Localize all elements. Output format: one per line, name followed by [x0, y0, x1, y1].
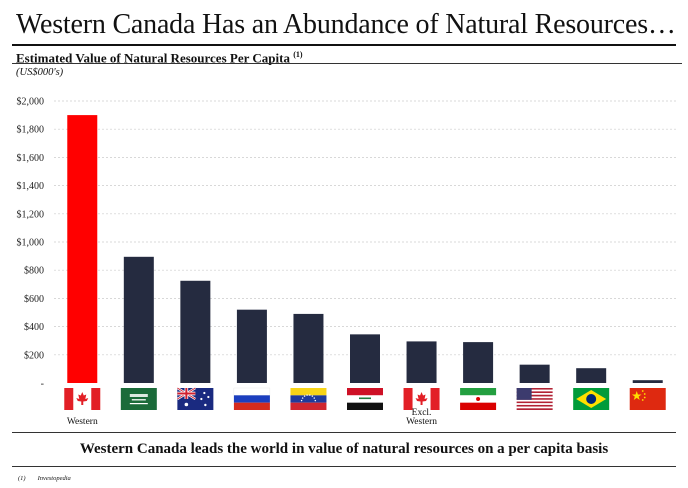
y-tick-label: $600: [24, 294, 44, 305]
y-tick-label: $800: [24, 266, 44, 277]
china-flag-icon: [629, 388, 666, 410]
russia-flag-icon: [233, 387, 271, 410]
y-tick-label: $200: [24, 350, 44, 361]
category-label: Western: [406, 417, 437, 427]
category-label: Excl.: [412, 408, 432, 418]
australia-flag-icon: [176, 386, 214, 410]
chart-subtitle: Estimated Value of Natural Resources Per…: [16, 47, 303, 66]
bar: [350, 334, 380, 383]
footnote-marker: (1): [18, 475, 26, 482]
iraq-flag-icon: [347, 388, 383, 410]
caption-bottom-rule: [12, 466, 676, 467]
chart-caption: Western Canada leads the world in value …: [79, 441, 609, 457]
bar: [463, 342, 494, 383]
bar: [576, 368, 607, 383]
y-tick-label: $400: [24, 322, 44, 333]
bar: [236, 309, 267, 383]
subtitle-rule: [12, 63, 682, 64]
united-states-flag-icon: [516, 388, 553, 410]
y-tick-label: $1,400: [17, 181, 45, 192]
y-tick-label: $1,600: [17, 153, 45, 164]
caption-top-rule: [12, 432, 676, 433]
title-rule: [12, 44, 676, 46]
brazil-flag-icon: [573, 388, 610, 410]
bar: [406, 341, 437, 383]
subtitle-footnote-marker: (1): [293, 50, 303, 59]
bar: [180, 280, 211, 383]
y-tick-label: $1,200: [17, 209, 45, 220]
venezuela-flag-icon: [290, 388, 327, 410]
y-tick-label: -: [41, 379, 44, 390]
canada-flag-icon: [403, 388, 440, 410]
saudi-arabia-flag-icon: [120, 388, 157, 410]
subtitle-text: Estimated Value of Natural Resources Per…: [16, 50, 290, 66]
y-tick-label: $2,000: [17, 97, 45, 108]
category-label: Western: [67, 417, 98, 427]
bar: [519, 364, 550, 383]
bar: [123, 256, 154, 383]
footnote: (1) Investopedia: [18, 475, 71, 482]
bar: [67, 115, 98, 383]
bar: [293, 313, 324, 383]
y-tick-label: $1,000: [17, 238, 45, 249]
canada-flag-icon: [64, 388, 101, 410]
footnote-source: Investopedia: [37, 475, 71, 482]
y-axis-unit-label: (US$000's): [16, 67, 64, 78]
y-tick-label: $1,800: [17, 125, 45, 136]
iran-flag-icon: [460, 388, 497, 410]
bar: [632, 380, 663, 383]
page-title: Western Canada Has an Abundance of Natur…: [16, 9, 676, 40]
